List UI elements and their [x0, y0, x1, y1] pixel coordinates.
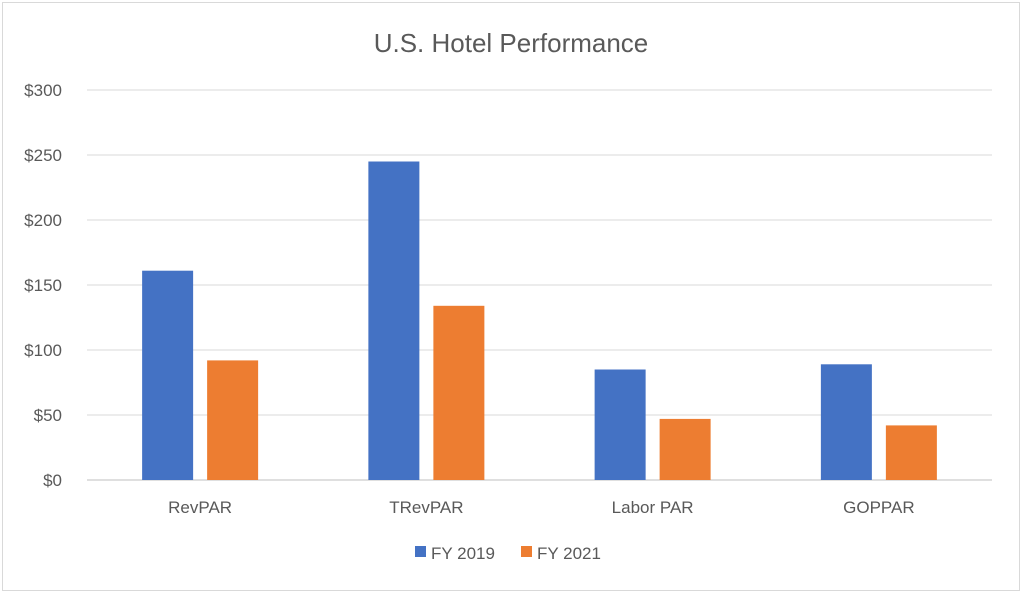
legend-swatch — [415, 546, 426, 557]
x-tick-label: GOPPAR — [843, 498, 914, 517]
chart-title: U.S. Hotel Performance — [374, 28, 649, 58]
bar-fy-2019-goppar — [820, 364, 872, 480]
x-tick-label: RevPAR — [168, 498, 232, 517]
y-tick-label: $300 — [24, 81, 62, 100]
x-axis: RevPAR TRevPAR Labor PAR GOPPAR — [168, 498, 914, 517]
legend: FY 2019 FY 2021 — [415, 544, 601, 563]
y-tick-label: $150 — [24, 276, 62, 295]
y-tick-label: $200 — [24, 211, 62, 230]
y-tick-label: $50 — [34, 406, 62, 425]
bar-fy-2019-trevpar — [368, 161, 420, 480]
bar-fy-2021-goppar — [885, 425, 937, 480]
y-tick-label: $100 — [24, 341, 62, 360]
bar-fy-2019-revpar — [142, 270, 194, 480]
bar-fy-2021-revpar — [207, 360, 259, 480]
legend-swatch — [521, 546, 532, 557]
y-tick-label: $250 — [24, 146, 62, 165]
bars — [142, 161, 937, 480]
bar-fy-2021-trevpar — [433, 305, 485, 480]
bar-fy-2019-labor-par — [594, 369, 646, 480]
bar-fy-2021-labor-par — [659, 418, 711, 480]
y-axis: $0 $50 $100 $150 $200 $250 $300 — [24, 81, 62, 490]
y-tick-label: $0 — [43, 471, 62, 490]
legend-label: FY 2021 — [537, 544, 601, 563]
legend-label: FY 2019 — [431, 544, 495, 563]
x-tick-label: Labor PAR — [612, 498, 694, 517]
x-tick-label: TRevPAR — [389, 498, 463, 517]
